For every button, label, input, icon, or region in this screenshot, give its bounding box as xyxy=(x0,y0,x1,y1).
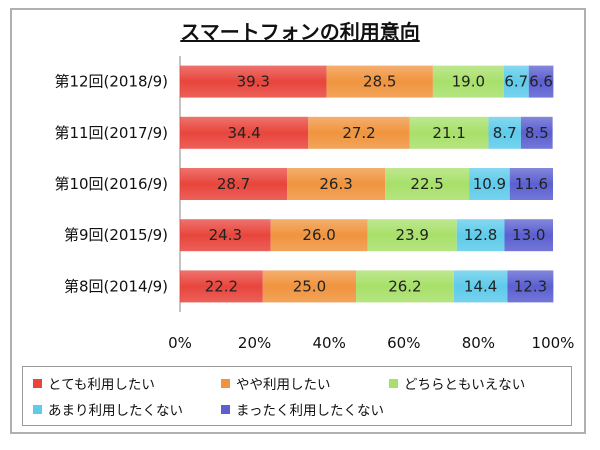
data-label: 8.5 xyxy=(525,124,549,142)
bar-segment xyxy=(503,65,529,98)
data-label: 23.9 xyxy=(395,226,428,244)
bar-segment xyxy=(287,168,386,200)
data-label: 8.7 xyxy=(493,124,517,142)
legend-label-4: あまり利用したくない xyxy=(48,403,183,419)
bar-segment xyxy=(180,270,263,303)
data-label: 39.3 xyxy=(237,73,270,91)
category-label: 第10回(2016/9) xyxy=(54,175,168,193)
data-label: 26.2 xyxy=(388,277,421,295)
data-label: 28.5 xyxy=(363,73,396,91)
data-label: 10.9 xyxy=(473,175,506,193)
bar-segment xyxy=(507,270,554,303)
data-label: 27.2 xyxy=(342,124,375,142)
legend-label-5: まったく利用したくない xyxy=(236,403,384,419)
legend-item-1: とても利用したい xyxy=(33,373,155,393)
data-label: 12.3 xyxy=(514,277,547,295)
bar-segment xyxy=(488,116,521,149)
x-tick-label: 40% xyxy=(313,334,346,352)
legend-swatch-3 xyxy=(389,378,398,388)
bar-segment xyxy=(308,116,410,149)
x-tick-label: 100% xyxy=(532,334,575,352)
data-label: 6.7 xyxy=(504,73,528,91)
legend: とても利用したい やや利用したい どちらともいえない あまり利用したくない まっ… xyxy=(22,366,572,426)
bar-segment xyxy=(509,168,553,200)
x-tick-label: 0% xyxy=(168,334,192,352)
legend-item-3: どちらともいえない xyxy=(389,373,525,393)
x-tick-label: 60% xyxy=(387,334,420,352)
bar-segment xyxy=(180,116,309,149)
data-label: 14.4 xyxy=(464,277,497,295)
data-label: 25.0 xyxy=(293,277,326,295)
legend-label-1: とても利用したい xyxy=(48,377,155,393)
data-label: 13.0 xyxy=(512,226,545,244)
x-tick-label: 80% xyxy=(462,334,495,352)
bar-segment xyxy=(180,65,327,98)
legend-label-3: どちらともいえない xyxy=(404,377,526,393)
bar-segment xyxy=(356,270,454,303)
bar-segment xyxy=(528,65,554,98)
data-label: 11.6 xyxy=(515,175,548,193)
bar-segment xyxy=(469,168,510,200)
data-label: 22.5 xyxy=(410,175,443,193)
data-label: 34.4 xyxy=(227,124,260,142)
legend-swatch-2 xyxy=(221,378,230,388)
bar-segment xyxy=(456,219,505,252)
bar-segment xyxy=(409,116,489,149)
data-label: 28.7 xyxy=(217,175,250,193)
legend-label-2: やや利用したい xyxy=(236,377,331,393)
data-label: 21.1 xyxy=(432,124,465,142)
x-tick-label: 20% xyxy=(238,334,271,352)
legend-item-5: まったく利用したくない xyxy=(221,399,384,419)
bar-segment xyxy=(326,65,433,98)
bar-segment xyxy=(180,219,271,252)
category-label: 第11回(2017/9) xyxy=(54,124,168,142)
bar-segment xyxy=(453,270,508,303)
category-label: 第12回(2018/9) xyxy=(54,73,168,91)
data-label: 26.0 xyxy=(302,226,335,244)
legend-item-2: やや利用したい xyxy=(221,373,331,393)
bar-segment xyxy=(520,116,553,149)
data-label: 24.3 xyxy=(209,226,242,244)
legend-swatch-1 xyxy=(33,378,42,388)
bar-segment xyxy=(367,219,457,252)
legend-swatch-4 xyxy=(33,404,42,414)
category-label: 第8回(2014/9) xyxy=(64,277,168,295)
bar-segment xyxy=(180,168,288,200)
legend-swatch-5 xyxy=(221,404,230,414)
bar-segment xyxy=(432,65,504,98)
data-label: 12.8 xyxy=(464,226,497,244)
data-label: 22.2 xyxy=(205,277,238,295)
bar-segment xyxy=(385,168,470,200)
bar-segment xyxy=(504,219,553,252)
bar-segment xyxy=(262,270,357,303)
legend-item-4: あまり利用したくない xyxy=(33,399,183,419)
data-label: 6.6 xyxy=(529,73,553,91)
chart-title: スマートフォンの利用意向 xyxy=(180,20,420,44)
data-label: 19.0 xyxy=(452,73,485,91)
bar-segment xyxy=(270,219,368,252)
category-label: 第9回(2015/9) xyxy=(64,226,168,244)
data-label: 26.3 xyxy=(319,175,352,193)
